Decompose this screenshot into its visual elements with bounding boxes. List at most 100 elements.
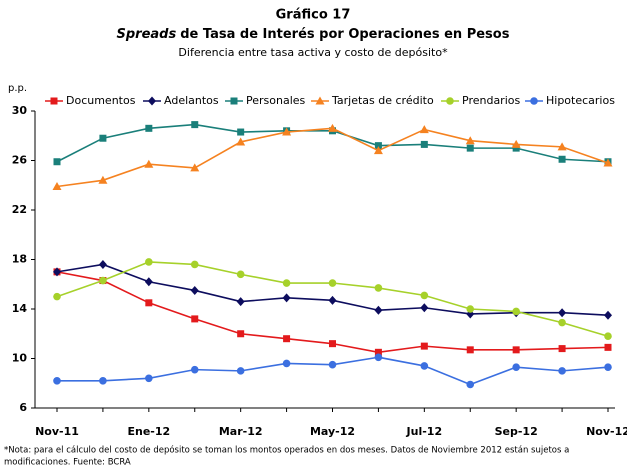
data-point [604, 363, 612, 371]
chart-title: Gráfico 17 [276, 8, 351, 23]
chart-subtitle: Spreads de Tasa de Interés por Operacione… [117, 27, 510, 42]
data-point [52, 181, 62, 190]
data-point [145, 258, 153, 266]
legend-label: Hipotecarios [546, 94, 615, 107]
data-point [604, 332, 612, 341]
data-point [237, 128, 245, 136]
data-point [466, 144, 474, 152]
legend-label: Adelantos [164, 94, 219, 107]
legend-marker [50, 97, 58, 105]
legend-marker [148, 96, 156, 106]
legend-marker [446, 97, 454, 105]
data-point [374, 348, 382, 356]
data-point [236, 297, 245, 307]
data-point [374, 284, 383, 292]
data-point [328, 279, 337, 287]
data-point [282, 127, 292, 136]
data-point [466, 380, 475, 389]
data-point [99, 134, 107, 142]
series-line [56, 127, 609, 188]
data-point [236, 270, 245, 279]
data-point [511, 139, 521, 148]
data-point [328, 295, 337, 305]
data-point [329, 340, 336, 348]
data-point [420, 291, 429, 300]
y-tick-label: 26 [12, 154, 28, 167]
data-point [282, 359, 291, 368]
legend-marker [530, 97, 538, 105]
data-point [374, 142, 382, 150]
legend-label: Personales [246, 94, 306, 107]
legend-label: Documentos [66, 94, 136, 107]
data-point [558, 155, 566, 163]
data-point [190, 285, 199, 295]
data-point [420, 140, 428, 148]
data-point [465, 136, 475, 145]
data-point [558, 345, 566, 353]
x-tick-label: Sep-12 [495, 425, 538, 438]
data-point [419, 125, 429, 134]
data-point [282, 279, 291, 287]
data-point [466, 305, 475, 313]
y-tick-label: 6 [19, 401, 27, 414]
data-point [145, 124, 153, 132]
legend-marker [315, 96, 325, 105]
y-tick-label: 18 [12, 253, 27, 266]
series-line [56, 263, 609, 316]
legend-label: Prendarios [462, 94, 520, 107]
x-tick-label: Mar-12 [219, 425, 263, 438]
data-point [374, 353, 383, 362]
x-tick-label: Nov-12 [586, 425, 627, 438]
data-point [604, 343, 612, 351]
data-point [603, 158, 613, 167]
data-point [145, 374, 153, 383]
data-point [283, 335, 291, 343]
data-point [53, 292, 61, 301]
data-point [282, 293, 291, 303]
data-point [190, 260, 199, 269]
x-tick-label: Nov-11 [35, 425, 79, 438]
data-point [191, 121, 199, 129]
data-point [604, 310, 612, 320]
footnote: modificaciones. Fuente: BCRA [4, 458, 131, 468]
data-point [466, 346, 474, 354]
data-point [512, 363, 520, 371]
data-point [328, 360, 337, 369]
x-tick-label: May-12 [310, 425, 355, 438]
data-point [373, 146, 383, 155]
data-point [53, 267, 61, 277]
data-point [558, 367, 566, 375]
data-point [236, 137, 246, 146]
data-point [144, 159, 154, 168]
data-point [190, 365, 199, 374]
data-point [98, 259, 107, 269]
data-point [512, 307, 520, 316]
data-point [236, 367, 245, 375]
data-point [557, 142, 567, 151]
data-point [191, 315, 199, 323]
x-tick-label: Jul-12 [406, 425, 443, 438]
data-point [99, 276, 107, 285]
data-point [328, 123, 337, 132]
data-point [53, 158, 61, 166]
data-point [99, 376, 107, 385]
legend-label: Tarjetas de crédito [331, 94, 434, 107]
y-axis-label: p.p. [8, 83, 27, 94]
data-point [558, 318, 566, 327]
data-point [512, 346, 520, 354]
y-tick-label: 10 [12, 352, 28, 365]
data-point [237, 330, 245, 338]
data-point [512, 144, 520, 152]
y-tick-label: 30 [12, 104, 28, 117]
legend-marker [230, 97, 238, 105]
data-point [420, 303, 429, 313]
data-point [558, 308, 567, 318]
y-tick-label: 22 [12, 203, 27, 216]
chart-description: Diferencia entre tasa activa y costo de … [178, 46, 448, 59]
data-point [420, 362, 429, 370]
subtitle-rest: de Tasa de Interés por Operaciones en Pe… [180, 27, 509, 42]
y-tick-label: 14 [12, 302, 28, 315]
data-point [53, 376, 61, 385]
data-point [420, 342, 428, 350]
